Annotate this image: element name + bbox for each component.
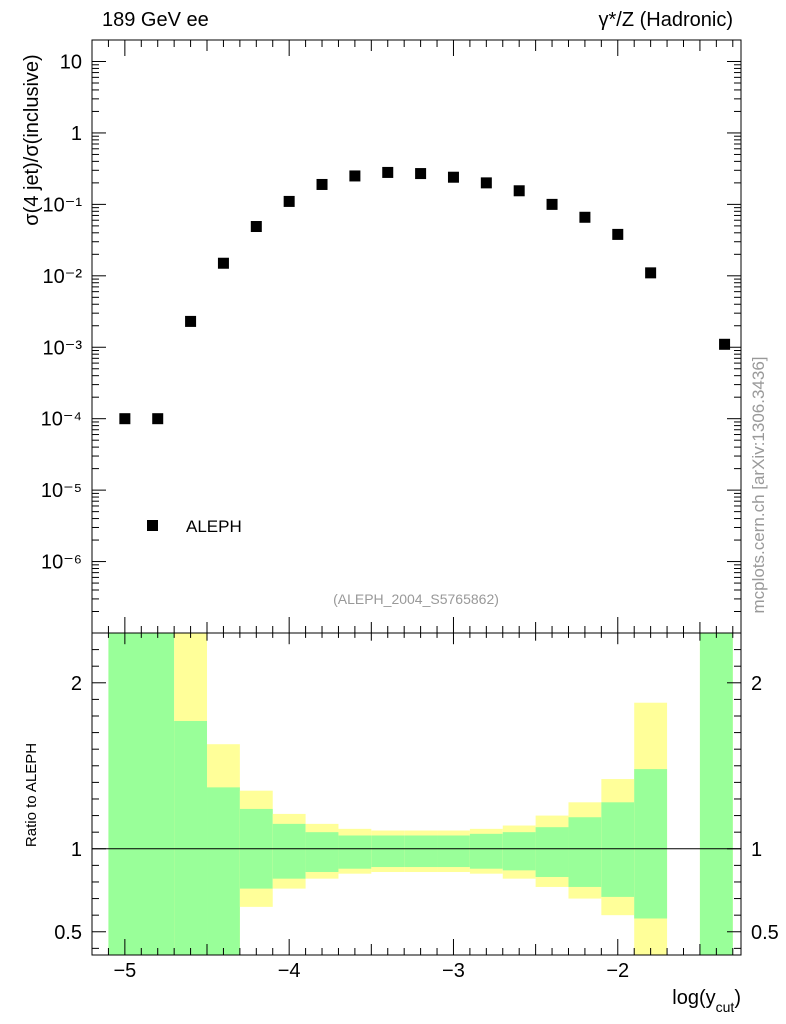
- ratio-y-tick-label-right: 1: [751, 839, 762, 861]
- axis-ticks: [91, 39, 741, 955]
- x-tick-label: −5: [113, 960, 136, 982]
- ratio-band-inner-9: [437, 835, 470, 868]
- ratio-band-inner-13: [568, 817, 602, 887]
- data-points: [119, 166, 731, 425]
- ratio-band-inner-2: [207, 787, 240, 955]
- ratio-y-tick-label-left: 1: [71, 839, 82, 861]
- ratio-y-tick-label-left: 0.5: [54, 922, 82, 944]
- data-point: [447, 171, 459, 183]
- data-point: [415, 168, 427, 180]
- header-right-title: γ*/Z (Hadronic): [599, 9, 733, 31]
- data-point: [546, 198, 558, 210]
- main-y-tick-label: 1: [71, 123, 82, 145]
- data-point: [152, 413, 164, 425]
- ratio-band-inner-4: [272, 823, 306, 879]
- main-y-tick-label: 10⁻⁵: [41, 480, 82, 502]
- data-point: [480, 177, 492, 189]
- ratio-band-inner-8: [404, 835, 438, 868]
- main-y-tick-label: 10⁻⁴: [41, 409, 82, 431]
- ratio-band-inner-5: [305, 832, 339, 873]
- main-y-tick-label: 10: [60, 52, 82, 74]
- data-point: [119, 413, 131, 425]
- data-point: [283, 195, 295, 207]
- x-tick-label: −2: [606, 960, 629, 982]
- ratio-band-inner-15: [634, 769, 668, 919]
- main-y-tick-label: 10⁻⁶: [41, 552, 82, 574]
- ratio-band-inner-7: [371, 835, 405, 868]
- main-y-tick-label: 10⁻¹: [43, 194, 83, 216]
- data-point: [316, 178, 328, 190]
- ratio-band-inner-12: [535, 827, 569, 877]
- data-point: [612, 228, 624, 240]
- x-axis-label: log(ycut): [672, 987, 741, 1015]
- data-point: [645, 267, 657, 279]
- plot-frames: [91, 39, 742, 956]
- data-point: [349, 170, 361, 182]
- x-tick-label: −3: [442, 960, 465, 982]
- data-point: [719, 338, 731, 350]
- watermark: (ALEPH_2004_S5765862): [333, 591, 499, 607]
- data-point: [513, 185, 525, 197]
- header-left-title: 189 GeV ee: [102, 9, 209, 31]
- ratio-band-inner-11: [502, 832, 536, 871]
- main-y-tick-label: 10⁻³: [43, 337, 83, 359]
- data-point: [579, 211, 591, 223]
- data-point: [217, 257, 229, 269]
- ratio-band-inner-1: [174, 720, 208, 955]
- axis-labels: 10⁻⁶ 10⁻⁵ 10⁻⁴ 10⁻³ 10⁻² 10⁻¹ 1 10 −5 −4 −3 −2 0.5 0.…: [41, 52, 779, 982]
- data-point: [185, 315, 197, 327]
- side-note: mcplots.cern.ch [arXiv:1306.3436]: [749, 356, 768, 613]
- ratio-y-tick-label-right: 2: [751, 673, 762, 695]
- ratio-bands: [92, 633, 741, 955]
- y-axis-label-ratio: Ratio to ALEPH: [23, 743, 40, 847]
- legend-marker: [147, 520, 158, 531]
- ratio-y-tick-label-left: 2: [71, 673, 82, 695]
- ratio-band-inner-6: [338, 835, 372, 869]
- main-plot-frame: [91, 39, 742, 634]
- main-y-tick-label: 10⁻²: [43, 266, 83, 288]
- ratio-band-inner-10: [469, 833, 503, 869]
- ratio-band-inner-16: [699, 633, 733, 955]
- data-point: [382, 166, 394, 178]
- ratio-y-tick-label-right: 0.5: [751, 922, 779, 944]
- ratio-plot-frame: [91, 632, 742, 956]
- y-axis-label-main: σ(4 jet)/σ(inclusive): [21, 54, 43, 225]
- ratio-band-inner-14: [601, 802, 635, 897]
- legend-label: ALEPH: [186, 517, 242, 536]
- x-tick-label: −4: [278, 960, 301, 982]
- ratio-band-inner-0: [108, 633, 175, 955]
- data-point: [250, 221, 262, 233]
